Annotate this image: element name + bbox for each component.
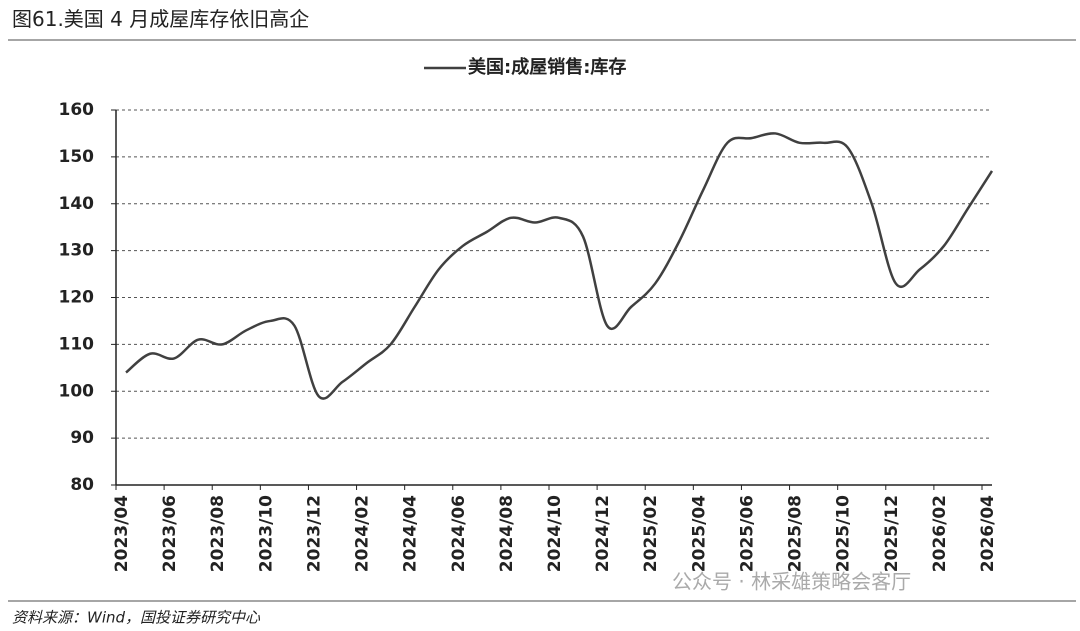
x-tick-label: 2026/04 [978, 495, 998, 572]
y-tick-label: 140 [59, 194, 95, 214]
x-tick-label: 2024/08 [497, 495, 517, 572]
x-tick-label: 2023/08 [208, 495, 228, 572]
x-tick-label: 2024/10 [545, 495, 565, 572]
x-tick-label: 2023/10 [256, 495, 276, 572]
y-tick-label: 150 [59, 147, 95, 167]
legend-label: 美国:成屋销售:库存 [468, 56, 626, 78]
y-tick-label: 90 [70, 428, 94, 448]
page-title: 图61.美国 4 月成屋库存依旧高企 [12, 7, 309, 31]
x-tick-label: 2025/02 [641, 495, 661, 572]
y-tick-label: 130 [59, 241, 95, 261]
y-tick-label: 110 [59, 334, 95, 354]
watermark: 公众号 · 林采雄策略会客厅 [672, 570, 911, 594]
x-tick-label: 2023/12 [304, 495, 324, 572]
x-tick-label: 2023/06 [160, 495, 180, 572]
x-tick-label: 2023/04 [112, 495, 132, 572]
y-tick-label: 120 [59, 288, 95, 308]
y-tick-label: 100 [59, 381, 95, 401]
x-tick-label: 2025/04 [689, 495, 709, 572]
x-tick-label: 2025/06 [737, 495, 757, 572]
x-tick-label: 2024/02 [353, 495, 373, 572]
y-tick-label: 80 [70, 475, 94, 495]
source: 资料来源：Wind，国投证券研究中心 [12, 609, 261, 627]
x-tick-label: 2024/12 [593, 495, 613, 572]
x-tick-label: 2025/08 [786, 495, 806, 572]
data-line [125, 132, 994, 400]
x-tick-label: 2025/10 [834, 495, 854, 572]
x-tick-label: 2025/12 [882, 495, 902, 572]
x-tick-label: 2026/02 [930, 495, 950, 572]
x-tick-label: 2024/04 [401, 495, 421, 572]
y-tick-label: 160 [59, 100, 95, 120]
x-tick-label: 2024/06 [449, 495, 469, 572]
